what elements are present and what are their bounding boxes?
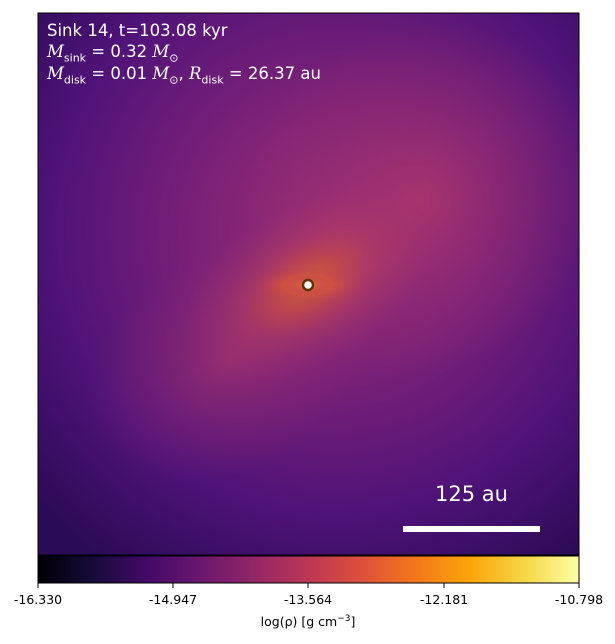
- annotation-sink-time: Sink 14, t=103.08 kyr: [47, 21, 228, 40]
- sink-mass-value: = 0.32: [86, 42, 153, 61]
- solar-mass-subscript: ⊙: [169, 51, 179, 65]
- solar-mass-subscript-2: ⊙: [169, 73, 179, 87]
- solar-mass-symbol-2: M: [152, 64, 170, 83]
- colorbar: [37, 555, 580, 584]
- colorbar-tick-label: -12.181: [419, 592, 469, 607]
- scale-bar-label: 125 au: [435, 482, 508, 506]
- colorbar-tick-label: -16.330: [13, 592, 63, 607]
- plot-frame: [37, 12, 580, 556]
- sink-mass-symbol: M: [47, 42, 64, 61]
- disk-mass-value: = 0.01: [86, 64, 153, 83]
- disk-radius-symbol: R: [188, 64, 202, 83]
- colorbar-tick-label: -13.564: [283, 592, 333, 607]
- disk-radius-value: = 26.37 au: [223, 64, 321, 83]
- colorbar-axis-label: log(ρ) [g cm−3]: [261, 614, 356, 629]
- annotation-disk-props: Mdisk = 0.01 M⊙, Rdisk = 26.37 au: [47, 64, 321, 87]
- scale-bar: [403, 526, 540, 532]
- disk-mass-symbol: M: [47, 64, 64, 83]
- colorbar-tick-label: -14.947: [148, 592, 198, 607]
- colorbar-label-exponent: −3: [337, 614, 351, 624]
- colorbar-tick-label: -10.798: [554, 592, 604, 607]
- annotation-separator: ,: [178, 64, 189, 83]
- disk-mass-subscript: disk: [63, 73, 87, 87]
- colorbar-ticks: [37, 583, 580, 588]
- disk-radius-subscript: disk: [201, 73, 224, 87]
- sink-mass-subscript: sink: [63, 51, 87, 65]
- colorbar-label-prefix: log(ρ) [g cm: [260, 614, 338, 630]
- annotation-sink-mass: Msink = 0.32 M⊙: [47, 42, 179, 65]
- solar-mass-symbol: M: [152, 42, 170, 61]
- sink-particle-marker: [301, 278, 315, 292]
- colorbar-label-suffix: ]: [350, 614, 356, 630]
